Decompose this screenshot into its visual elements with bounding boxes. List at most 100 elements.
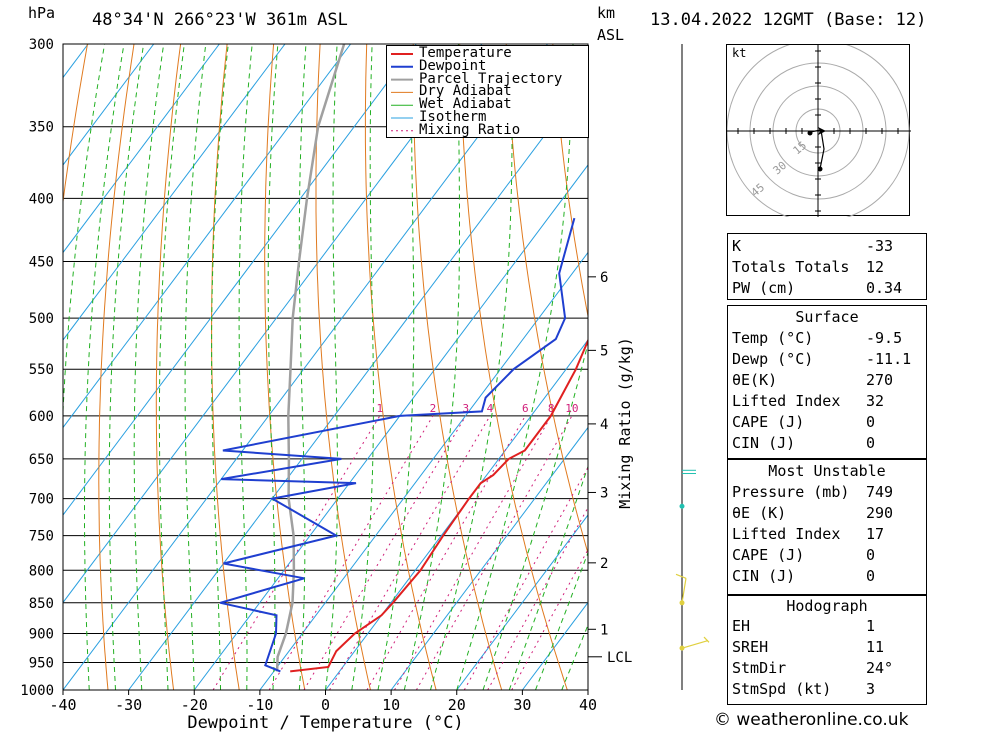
wet-adiabat-line [84, 44, 125, 690]
wet-adiabat-line [267, 44, 279, 690]
wet-adiabat-line [133, 44, 165, 690]
index-label: K [732, 237, 742, 255]
hodograph-box: Hodograph EH 1 SREH 11 StmDir 24° StmSpd (kt) 3 [727, 595, 927, 705]
index-value: -33 [866, 237, 894, 255]
index-value: 1 [866, 617, 876, 635]
legend-item: Dry Adiabat [419, 83, 512, 100]
datetime-title: 13.04.2022 12GMT (Base: 12) [650, 10, 927, 30]
index-label: StmSpd (kt) [732, 680, 832, 698]
mixing-ratio-line [268, 415, 434, 690]
index-label: EH [732, 617, 751, 635]
index-label: Lifted Index [732, 525, 841, 543]
index-label: Dewp (°C) [732, 350, 814, 368]
wet-adiabat-line [508, 464, 588, 690]
pressure-tick-label: 850 [29, 596, 54, 612]
wet-adiabat-line [184, 44, 207, 690]
mixing-ratio-label: 8 [548, 402, 555, 415]
index-value: 0.34 [866, 279, 903, 297]
mixing-ratio-label: 20 [632, 402, 645, 415]
index-label: θE (K) [732, 504, 787, 522]
index-value: 290 [866, 504, 894, 522]
wet-adiabat-line [403, 44, 460, 690]
legend: Temperature Dewpoint Parcel Trajectory Dry … [386, 45, 589, 138]
mixing-ratio-line [394, 415, 552, 690]
pressure-tick-label: 800 [29, 563, 54, 579]
mixing-ratio-label: 25 [655, 402, 668, 415]
x-tick-label: 10 [382, 696, 400, 714]
km-tick-label: 3 [600, 485, 608, 501]
isotherm-line [63, 44, 417, 516]
index-value: 17 [866, 525, 885, 543]
indices-box: K -33 Totals Totals 12 PW (cm) 0.34 [727, 233, 927, 300]
plot-frame [62, 43, 589, 691]
wet-adiabat-line [351, 44, 374, 690]
wet-adiabat-line [238, 44, 253, 690]
index-value: 0 [866, 434, 876, 452]
index-label: CIN (J) [732, 567, 796, 585]
index-row: Lifted Index 32 [728, 391, 926, 412]
mixing-ratio-axis-label: Mixing Ratio (g/kg) [616, 337, 634, 509]
copyright[interactable]: © weatheronline.co.uk [714, 710, 909, 730]
pressure-tick-label: 600 [29, 409, 54, 425]
wind-barb [703, 636, 710, 643]
wind-barb [675, 573, 687, 579]
index-value: 32 [866, 392, 885, 410]
isotherm-line [128, 76, 588, 690]
hodograph-ring-label: 45 [749, 181, 768, 199]
hodograph-plot: 15 30 45 kt [726, 44, 911, 217]
km-tick-label: 6 [600, 270, 608, 286]
dry-adiabat-line [972, 44, 1000, 690]
index-value: 0 [866, 546, 876, 564]
index-row: θE(K) 270 [728, 370, 926, 391]
wet-adiabat-line [211, 44, 229, 690]
km-tick-label: 1 [600, 622, 608, 638]
hodograph-ring-label: 15 [791, 139, 810, 157]
storm-motion-marker [818, 127, 826, 135]
mixing-ratio-label: 2 [430, 402, 437, 415]
legend-item: Wet Adiabat [419, 96, 512, 113]
surface-box: Surface Temp (°C) -9.5 Dewp (°C) -11.1 θE(K)… [727, 305, 927, 459]
pressure-tick-label: 1000 [20, 683, 54, 699]
x-axis-label: Dewpoint / Temperature (°C) [187, 713, 463, 733]
pressure-tick-label: 400 [29, 191, 54, 207]
index-row: EH 1 [728, 616, 926, 637]
index-value: 749 [866, 483, 894, 501]
index-label: PW (cm) [732, 279, 796, 297]
index-label: Totals Totals [732, 258, 850, 276]
pressure-tick-label: 950 [29, 655, 54, 671]
pressure-tick-label: 500 [29, 311, 54, 327]
index-label: Temp (°C) [732, 329, 814, 347]
isotherm-line [456, 514, 588, 690]
pressure-tick-label: 450 [29, 255, 54, 271]
isotherm-line [63, 44, 286, 341]
wet-adiabat-line [298, 44, 307, 690]
isotherm-line [259, 251, 588, 690]
parcel-trajectory-line [275, 44, 346, 672]
dewpoint-line [220, 217, 576, 673]
wet-adiabat-line [158, 44, 185, 690]
index-row: θE (K) 290 [728, 503, 926, 524]
mixing-ratio-label: 1 [376, 402, 383, 415]
km-tick-label: 2 [600, 556, 608, 572]
isotherm-line [390, 426, 588, 690]
isotherm-line [0, 44, 23, 690]
dry-adiabat-line [505, 44, 588, 556]
mixing-ratio-line [329, 415, 491, 690]
index-row: CIN (J) 0 [728, 566, 926, 587]
wind-marker [679, 503, 685, 509]
wind-marker [679, 645, 685, 651]
index-row: CAPE (J) 0 [728, 412, 926, 433]
legend-item: Parcel Trajectory [419, 70, 563, 87]
lcl-label: LCL [607, 650, 632, 666]
isotherm-line [63, 44, 548, 690]
x-tick-label: -20 [181, 696, 208, 714]
pressure-tick-label: 650 [29, 452, 54, 468]
hodograph-ring-label: 30 [771, 159, 790, 177]
mixing-ratio-label: 6 [522, 402, 529, 415]
km-tick-label: 4 [600, 417, 608, 433]
index-row: Totals Totals 12 [728, 257, 926, 278]
x-tick-label: 30 [513, 696, 531, 714]
pressure-tick-label: 550 [29, 362, 54, 378]
x-tick-label: -30 [115, 696, 142, 714]
index-value: -11.1 [866, 350, 912, 368]
